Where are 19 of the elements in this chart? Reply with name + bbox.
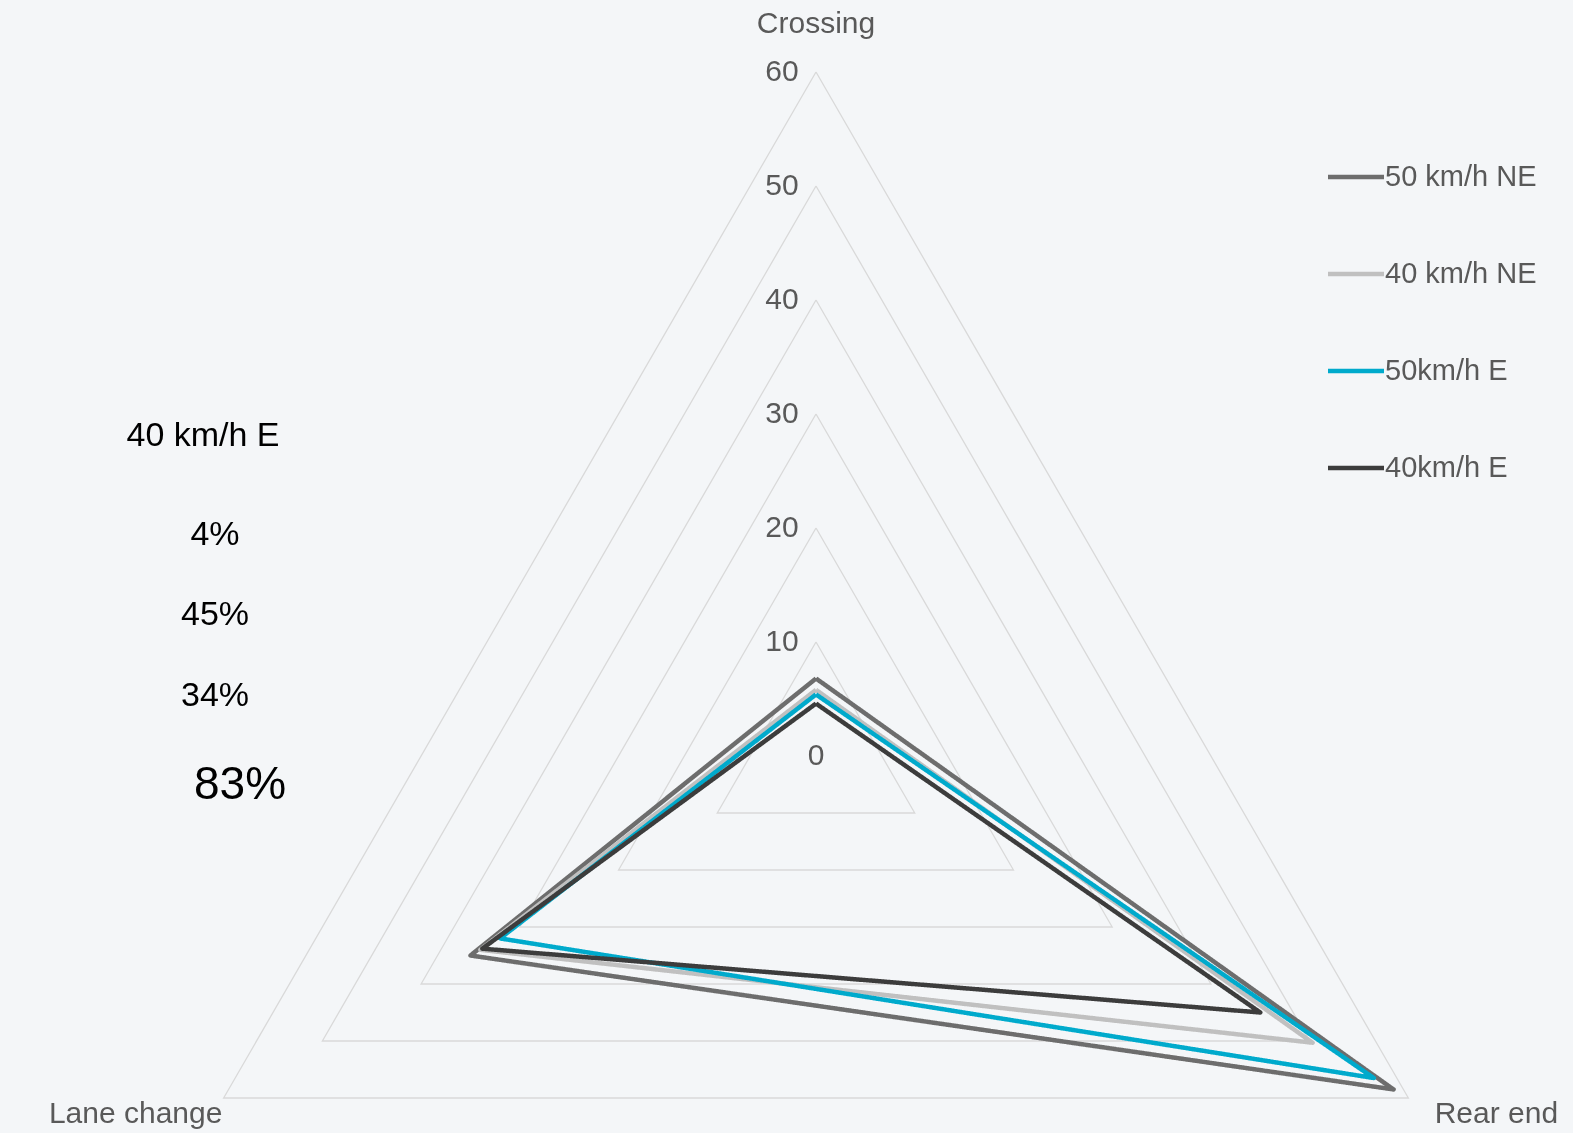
spoke-label: Lane change	[48, 1096, 223, 1129]
y-tick-label: 10	[765, 624, 799, 657]
text: 83%	[193, 757, 287, 809]
y-tick-label: 0	[807, 738, 825, 771]
legend-label: 40 km/h NE	[1385, 257, 1537, 289]
spoke-label: Rear end	[1434, 1096, 1559, 1129]
legend-label: 50 km/h NE	[1385, 160, 1537, 192]
y-tick-label: 40	[765, 282, 799, 315]
y-tick-label: 50	[765, 168, 799, 201]
y-tick-label: 20	[765, 510, 799, 543]
text: 4%	[190, 514, 240, 552]
legend-label: 50km/h E	[1385, 354, 1508, 386]
legend-label: 40km/h E	[1385, 451, 1508, 483]
text: 40 km/h E	[126, 415, 280, 453]
spoke-label: Crossing	[756, 6, 876, 39]
text: 45%	[180, 594, 250, 632]
y-tick-label: 30	[765, 396, 799, 429]
text: 34%	[180, 675, 250, 713]
y-tick-label: 60	[765, 54, 799, 87]
